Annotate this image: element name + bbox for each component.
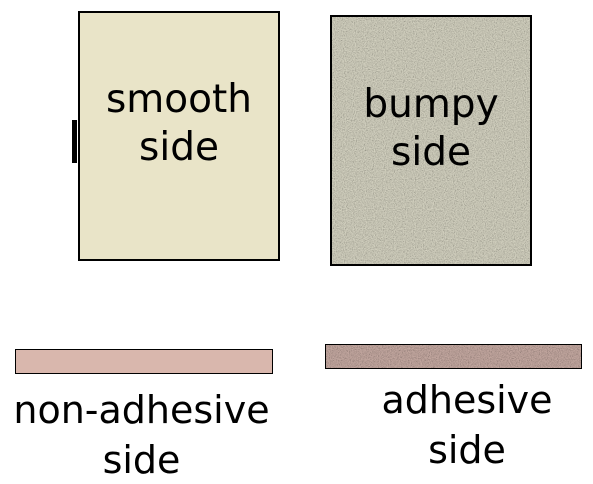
bumpy-side-label-line1: bumpy: [363, 82, 499, 127]
bumpy-texture: [330, 15, 532, 266]
adhesive-texture: [325, 344, 582, 369]
bumpy-side-label-line2: side: [391, 130, 471, 175]
bumpy-side-label: bumpy side: [330, 81, 532, 177]
non-adhesive-label-line2: side: [102, 438, 181, 482]
non-adhesive-strip: [15, 349, 273, 374]
smooth-side-panel: smooth side: [78, 11, 280, 261]
adhesive-label-line2: side: [428, 428, 506, 472]
non-adhesive-side-label: non-adhesive side: [0, 385, 283, 484]
smooth-side-label-line1: smooth: [105, 77, 253, 122]
edge-tick-mark: [72, 120, 77, 163]
adhesive-label-line1: adhesive: [381, 378, 553, 422]
smooth-side-label-line2: side: [139, 125, 219, 170]
adhesive-strip: [325, 344, 582, 369]
adhesive-side-label: adhesive side: [352, 375, 582, 475]
smooth-side-label: smooth side: [80, 76, 278, 172]
bumpy-side-panel: bumpy side: [330, 15, 532, 266]
non-adhesive-label-line1: non-adhesive: [13, 388, 270, 432]
